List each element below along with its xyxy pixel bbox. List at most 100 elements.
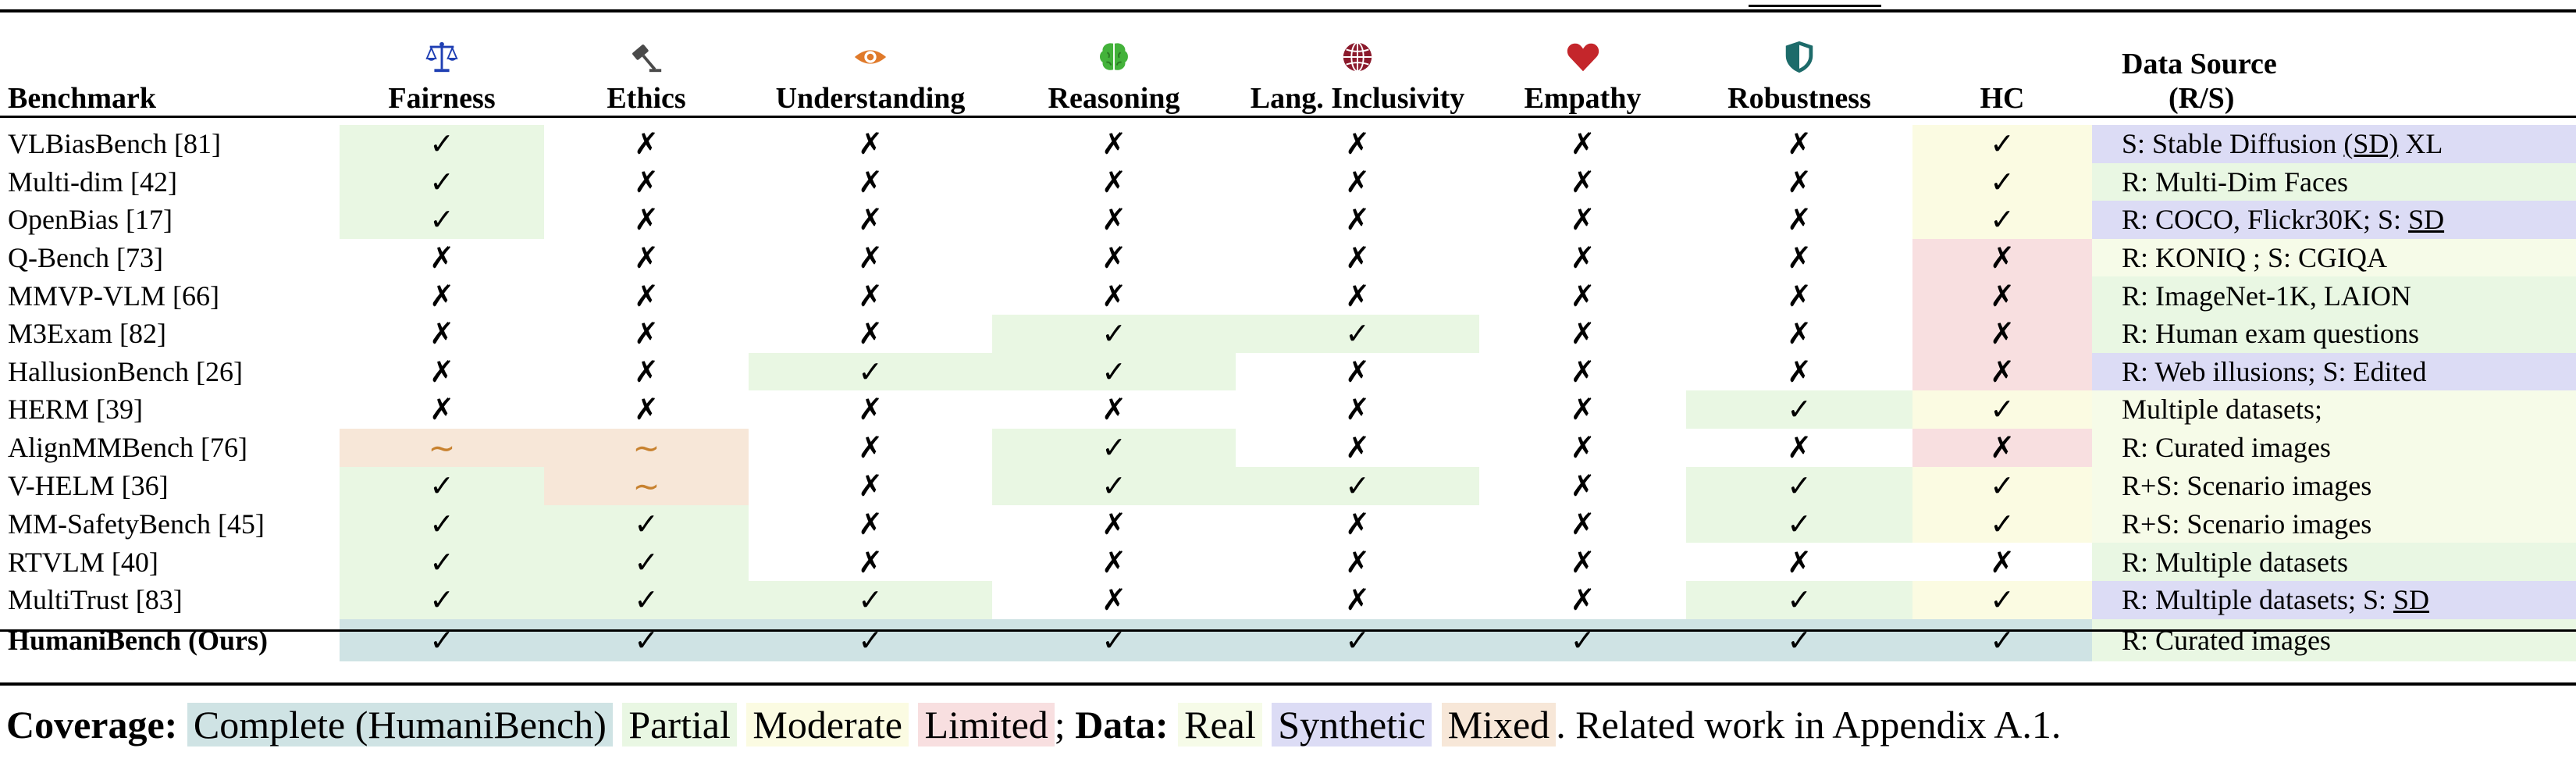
cell-lang-inclusivity: ✗ [1345, 392, 1370, 427]
data-source-cell: R: Curated images [2092, 618, 2576, 661]
cell-ethics: ✗ [634, 241, 659, 276]
benchmark-name: MM-SafetyBench [45] [8, 508, 265, 540]
cell-hc: ✓ [1912, 125, 2092, 163]
cell-lang-inclusivity: ✗ [1345, 430, 1370, 465]
cell-hc: ✗ [1912, 314, 2092, 353]
cell-ethics: ✓ [544, 543, 749, 581]
cell-lang-inclusivity: ✗ [1345, 583, 1370, 618]
header-rule [0, 116, 2576, 118]
data-source-text: R+S: Scenario images [2122, 508, 2372, 540]
cell-reasoning: ✗ [1101, 392, 1126, 427]
benchmark-name: M3Exam [82] [8, 318, 166, 350]
header-row: Benchmark Fairness Ethics [0, 23, 2576, 125]
cell-robustness: ✗ [1787, 430, 1812, 465]
cell-robustness: ✗ [1787, 278, 1812, 313]
table-row: Q-Bench [73] ✗ ✗ ✗ ✗ ✗ ✗ ✗ ✗ R: KONIQ ; S: CGIQA [0, 238, 2576, 277]
cell-empathy: ✗ [1570, 430, 1596, 465]
legend-real: Real [1178, 703, 1262, 747]
cell-hc: ✗ [1912, 428, 2092, 467]
cell-ethics: ✗ [634, 392, 659, 427]
cell-fairness: ✗ [429, 278, 454, 313]
legend: Coverage: Complete (HumaniBench) Partial… [6, 700, 2061, 750]
cell-robustness: ✓ [1686, 466, 1912, 505]
col-reasoning-header: Reasoning [992, 23, 1236, 125]
cell-lang-inclusivity: ✗ [1345, 164, 1370, 199]
cell-fairness: ✗ [429, 316, 454, 351]
cell-ethics: ✗ [634, 164, 659, 199]
cell-understanding: ✗ [858, 507, 883, 542]
data-source-cell: R: Curated images [2092, 428, 2576, 467]
cell-lang-inclusivity: ✓ [1236, 314, 1479, 353]
cell-fairness: ✓ [340, 125, 544, 163]
cell-hc: ✓ [1912, 466, 2092, 505]
globe-icon [1236, 39, 1479, 75]
cell-empathy: ✗ [1570, 392, 1596, 427]
ours-separator-rule [0, 629, 2576, 632]
benchmark-name: MMVP-VLM [66] [8, 280, 220, 312]
cell-hc: ✓ [1912, 504, 2092, 543]
cell-fairness: ✓ [340, 162, 544, 201]
data-source-text: SD [2393, 584, 2430, 616]
benchmark-name: AlignMMBench [76] [8, 432, 247, 464]
data-source-text: R: COCO, Flickr30K; S: [2122, 204, 2409, 236]
data-source-text: R: ImageNet-1K, LAION [2122, 280, 2411, 312]
cell-understanding: ✗ [858, 316, 883, 351]
legend-moderate: Moderate [746, 703, 909, 747]
cell-understanding: ✗ [858, 202, 883, 237]
fairness-label: Fairness [388, 82, 496, 115]
table-row: M3Exam [82] ✗ ✗ ✗ ✓ ✓ ✗ ✗ ✗ R: Human exam questio… [0, 314, 2576, 353]
table-row: AlignMMBench [76] ∼ ∼ ✗ ✓ ✗ ✗ ✗ ✗ R: Curated imag… [0, 428, 2576, 467]
heart-icon [1479, 39, 1686, 75]
legend-complete: Complete (HumaniBench) [187, 703, 613, 747]
table-row: OpenBias [17] ✓ ✗ ✗ ✗ ✗ ✗ ✗ ✓ R: COCO, Flickr30K;… [0, 201, 2576, 239]
cell-fairness: ✓ [340, 504, 544, 543]
top-rule [0, 9, 2576, 12]
cell-robustness: ✗ [1787, 202, 1812, 237]
data-source-text: R: Multiple datasets [2122, 546, 2348, 578]
col-benchmark-header: Benchmark [8, 82, 156, 115]
reasoning-label: Reasoning [1048, 82, 1180, 115]
cell-lang-inclusivity: ✗ [1345, 202, 1370, 237]
data-source-text: R: Human exam questions [2122, 318, 2419, 350]
col-data-source-header: Data Source (R/S) [2092, 23, 2576, 125]
cell-hc: ✓ [1912, 390, 2092, 429]
cell-empathy: ✗ [1570, 544, 1596, 579]
data-source-cell: Multiple datasets; [2092, 390, 2576, 429]
col-empathy-header: Empathy [1479, 23, 1686, 125]
cell-understanding: ✗ [858, 544, 883, 579]
cell-ethics: ∼ [544, 428, 749, 467]
cell-reasoning: ✗ [1101, 202, 1126, 237]
data-source-cell: R: Multiple datasets; S: SD [2092, 580, 2576, 619]
table-row: VLBiasBench [81] ✓ ✗ ✗ ✗ ✗ ✗ ✗ ✓ S: Stable Diffus… [0, 125, 2576, 163]
col-understanding-header: Understanding [749, 23, 992, 125]
table-body: VLBiasBench [81] ✓ ✗ ✗ ✗ ✗ ✗ ✗ ✓ S: Stable Diffus… [0, 125, 2576, 661]
data-source-cell: R: Human exam questions [2092, 314, 2576, 353]
data-source-text: SD [2408, 204, 2445, 236]
data-source-sublabel: (R/S) [2169, 82, 2235, 115]
table-row: MM-SafetyBench [45] ✓ ✓ ✗ ✗ ✗ ✗ ✓ ✓ R+S: Scenario… [0, 504, 2576, 543]
cell-reasoning: ✓ [992, 314, 1236, 353]
benchmark-name: HallusionBench [26] [8, 355, 243, 387]
robustness-label: Robustness [1727, 82, 1871, 115]
cell-lang-inclusivity: ✓ [1236, 618, 1479, 661]
cell-understanding: ✗ [858, 469, 883, 504]
empathy-label: Empathy [1524, 82, 1642, 115]
brain-icon [992, 39, 1236, 75]
cell-fairness: ∼ [340, 428, 544, 467]
table-row: MMVP-VLM [66] ✗ ✗ ✗ ✗ ✗ ✗ ✗ ✗ R: ImageNet-1K, LAI… [0, 276, 2576, 315]
cell-reasoning: ✓ [992, 428, 1236, 467]
benchmark-name: V-HELM [36] [8, 470, 169, 502]
cell-hc: ✗ [1912, 352, 2092, 391]
cell-reasoning: ✗ [1101, 126, 1126, 162]
cell-fairness: ✓ [340, 201, 544, 239]
benchmark-name: Multi-dim [42] [8, 166, 177, 198]
cell-lang-inclusivity: ✗ [1345, 241, 1370, 276]
cell-empathy: ✗ [1570, 164, 1596, 199]
benchmark-name: HumaniBench (Ours) [8, 624, 269, 656]
cell-robustness: ✗ [1787, 354, 1812, 389]
cell-hc: ✓ [1912, 580, 2092, 619]
table-row: MultiTrust [83] ✓ ✓ ✓ ✗ ✗ ✗ ✓ ✓ R: Multiple datas… [0, 580, 2576, 619]
cell-fairness: ✗ [429, 354, 454, 389]
cell-robustness: ✗ [1787, 164, 1812, 199]
data-source-cell: R: COCO, Flickr30K; S: SD [2092, 201, 2576, 239]
